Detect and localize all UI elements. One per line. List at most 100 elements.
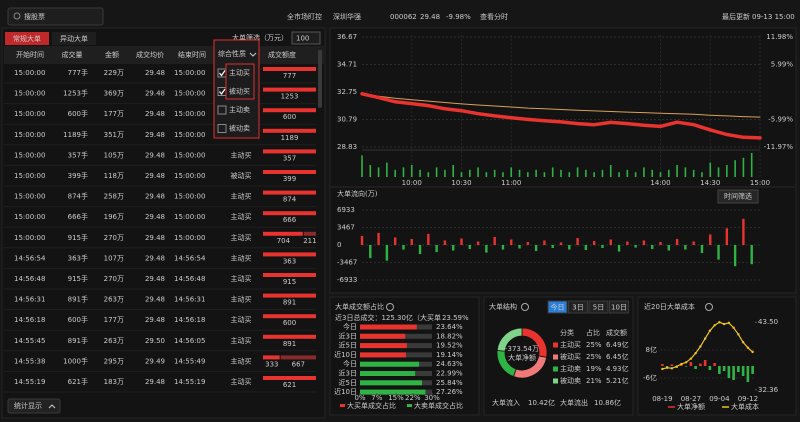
amount-bar-label: 666	[283, 216, 297, 224]
cell: 15:00:00	[14, 172, 45, 180]
cell: 29.48	[145, 275, 165, 283]
threshold-value: 100	[296, 35, 309, 43]
net-bar	[718, 366, 721, 374]
legend-swatch	[553, 366, 558, 372]
flow-bar	[443, 240, 447, 245]
threshold-select[interactable]	[291, 31, 321, 45]
search-box[interactable]	[7, 7, 104, 26]
period-tab[interactable]	[588, 300, 609, 314]
cost-point	[722, 322, 726, 326]
search-icon	[13, 12, 21, 20]
checkbox[interactable]	[217, 124, 227, 133]
market-monitor: 全市场盯控	[287, 12, 322, 21]
cell: 270万	[104, 275, 124, 283]
scrollbar[interactable]	[318, 50, 322, 108]
flow-bar	[485, 245, 488, 253]
cell: 29.48	[145, 172, 165, 180]
cell: 14:56:05	[174, 337, 205, 345]
stats-button-label: 统计显示	[14, 401, 42, 410]
dropdown-caret	[249, 52, 257, 57]
cell: 主动买	[231, 315, 252, 324]
volume-bar	[634, 172, 637, 177]
cell: 29.48	[145, 131, 165, 139]
cell: 15:00:00	[14, 110, 45, 118]
net-bar	[665, 366, 669, 367]
flow-bar	[551, 245, 554, 249]
threshold-label: 大单筛选（万元）	[232, 33, 288, 42]
flow-bar	[493, 236, 496, 245]
cell: 777手	[68, 68, 88, 77]
cost-panel	[637, 296, 797, 416]
cost-point	[741, 341, 745, 344]
share-label: 25%	[586, 353, 602, 361]
cell: 177万	[104, 110, 124, 118]
volume-bar	[726, 165, 728, 177]
column-header: 成交额度	[268, 50, 296, 59]
value-label: 25.84%	[436, 379, 463, 387]
flow-bar	[526, 241, 530, 245]
cell: 14:55:19	[14, 378, 45, 386]
cell: 14:55:49	[174, 357, 205, 365]
amount-bar-label: 363	[283, 257, 296, 265]
cell: 29.48	[145, 234, 165, 242]
info-icon	[705, 303, 713, 311]
flow-bar	[534, 245, 538, 252]
volume-bar	[568, 172, 571, 177]
volume-bar	[468, 169, 471, 177]
cost-point	[746, 346, 750, 349]
cell: 15:00:00	[174, 151, 205, 159]
time-filter-button[interactable]	[717, 189, 759, 204]
amount-bar-label: 874	[283, 196, 297, 204]
cell: 196万	[104, 213, 124, 221]
flow-bar	[601, 245, 604, 249]
y-tick-label: 8亿	[646, 345, 657, 354]
y2-tick-label: 43.50	[758, 318, 778, 326]
net-bar	[708, 366, 712, 370]
cell: 15:00:00	[14, 213, 45, 221]
cell: 263万	[104, 337, 124, 345]
cost-point	[661, 367, 664, 371]
cell: 15:00:00	[14, 234, 45, 242]
tab-label: 异动大单	[60, 34, 88, 43]
cell: 14:56:48	[14, 275, 45, 283]
category-label: 近3日	[339, 369, 357, 378]
cell: 666手	[68, 212, 88, 221]
category-label: 近10日	[334, 350, 357, 359]
tab[interactable]	[5, 32, 49, 45]
last-update: 09-13 15:00	[752, 13, 795, 21]
amount-bar	[263, 128, 316, 133]
amount-label: 4.93亿	[606, 364, 629, 373]
stats-caret	[48, 404, 56, 409]
legend-swatch	[340, 404, 345, 407]
stats-button[interactable]	[7, 398, 61, 414]
cost-point	[713, 324, 716, 327]
cost-point	[751, 350, 754, 354]
cell: 915手	[68, 274, 88, 283]
amount-bar-label: 1189	[281, 134, 299, 142]
category-label: 近5日	[339, 378, 357, 387]
flow-bar	[700, 245, 704, 254]
period-tab[interactable]	[609, 300, 629, 314]
flow-bar	[684, 245, 687, 250]
flow-title: 大单流向(万)	[337, 189, 378, 198]
category-label: 被动买	[560, 352, 581, 361]
tab[interactable]	[52, 32, 96, 45]
period-tab[interactable]	[568, 300, 588, 314]
flow-bar	[460, 238, 463, 245]
amount-bar-label: 777	[283, 72, 296, 80]
checkbox[interactable]	[217, 105, 227, 115]
amount-bar-label: 621	[283, 381, 296, 389]
flow-bar	[402, 245, 405, 250]
cell: 369万	[104, 90, 124, 98]
category-label: 近5日	[339, 341, 357, 350]
flow-bar	[609, 239, 612, 245]
period-tab[interactable]	[547, 300, 568, 314]
y-tick-label: -3467	[337, 259, 357, 267]
flow-bar	[634, 245, 637, 248]
ratio-bar	[360, 371, 416, 376]
y-tick-label: 28.83	[337, 143, 357, 151]
time-filter-label: 时间筛选	[724, 192, 752, 201]
amount-bar	[263, 211, 316, 216]
flow-bar	[750, 245, 753, 265]
cost-point	[689, 357, 693, 360]
